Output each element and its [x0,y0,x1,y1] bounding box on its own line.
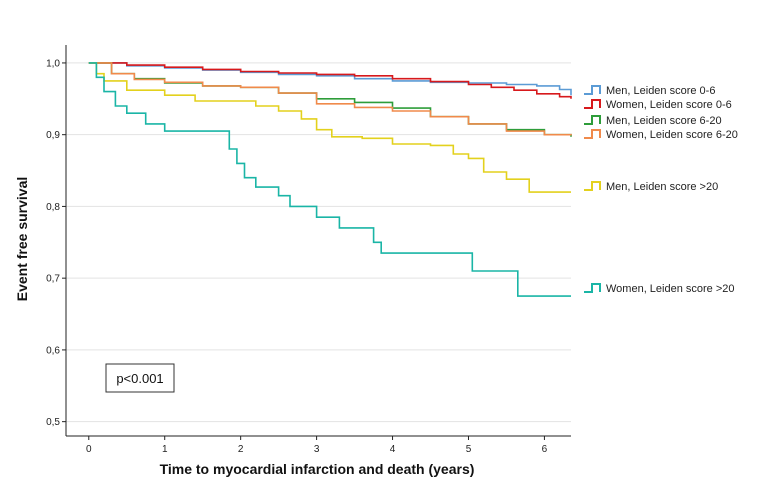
legend: Men, Leiden score 0-6 Women, Leiden score… [584,85,738,295]
y-tick-label: 1,0 [46,58,60,69]
x-tick-label: 1 [162,444,168,455]
gridlines [66,62,571,423]
legend-swatch [584,283,601,293]
x-tick-label: 6 [542,444,548,455]
legend-swatch [584,129,601,139]
legend-label: Women, Leiden score 0-6 [606,99,732,111]
legend-swatch [584,99,601,109]
series-line-women-leiden-score-6-20 [88,62,572,136]
legend-label: Women, Leiden score >20 [606,283,735,295]
y-axis-title: Event free survival [14,177,30,302]
x-tick-label: 0 [86,444,92,455]
legend-label: Men, Leiden score 0-6 [606,85,715,97]
y-tick-label: 0,9 [46,130,60,141]
axes [62,45,571,440]
legend-swatch [584,181,601,191]
series-line-women-leiden-score-20 [88,62,571,297]
tick-labels: 0,5 0,6 0,7 0,8 0,9 1,0 0 1 2 3 4 5 6 [46,58,548,455]
legend-swatch [584,85,601,95]
x-tick-label: 3 [314,444,320,455]
series-lines [88,62,572,297]
x-tick-label: 5 [466,444,472,455]
y-tick-label: 0,7 [46,274,60,285]
x-axis-title: Time to myocardial infarction and death … [160,461,475,477]
legend-label: Men, Leiden score >20 [606,181,718,193]
series-line-men-leiden-score-20 [88,62,571,193]
x-tick-label: 4 [390,444,396,455]
p-value-label: p<0.001 [116,371,163,386]
legend-label: Women, Leiden score 6-20 [606,129,738,141]
x-tick-label: 2 [238,444,244,455]
legend-swatch [584,115,601,125]
series-line-women-leiden-score-0-6 [88,62,572,99]
p-value-box: p<0.001 [105,363,175,393]
legend-label: Men, Leiden score 6-20 [606,115,722,127]
y-tick-label: 0,5 [46,417,60,428]
y-tick-label: 0,6 [46,345,60,356]
y-tick-label: 0,8 [46,202,60,213]
p-value-frame [105,363,175,393]
